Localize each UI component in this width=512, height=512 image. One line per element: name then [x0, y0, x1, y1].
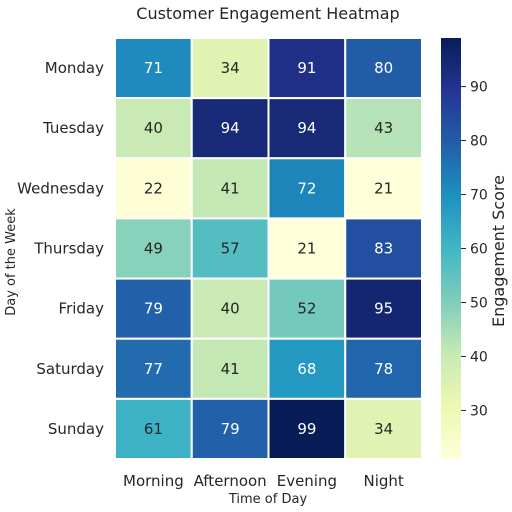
colorbar-tick-label: 30	[470, 403, 488, 419]
cell-value-label: 41	[221, 179, 240, 197]
heatmap-cell	[267, 337, 347, 400]
y-tick-label: Friday	[59, 300, 105, 318]
cell-value-label: 91	[297, 59, 316, 77]
heatmap-cells	[114, 37, 423, 461]
chart-title: Customer Engagement Heatmap	[136, 4, 399, 23]
cell-value-label: 43	[374, 119, 393, 137]
y-tick-labels: Monday Tuesday Wednesday Thursday Friday Satu…	[17, 59, 104, 438]
cell-value-label: 68	[297, 360, 316, 378]
cell-value-label: 99	[297, 420, 316, 438]
heatmap-cell	[344, 37, 423, 100]
cell-value-label: 83	[374, 240, 393, 258]
cell-value-label: 80	[374, 59, 393, 77]
cell-value-label: 79	[144, 300, 163, 318]
cell-value-label: 52	[297, 300, 316, 318]
y-tick-label: Saturday	[36, 360, 104, 378]
colorbar-tick-label: 60	[470, 242, 488, 258]
y-tick-label: Tuesday	[42, 119, 104, 137]
cell-value-label: 34	[221, 59, 240, 77]
cell-value-label: 77	[144, 360, 163, 378]
colorbar-ticks: 30 40 50 60 70 80 90	[461, 80, 488, 419]
cell-value-label: 21	[374, 179, 393, 197]
cell-value-label: 22	[144, 179, 163, 197]
heatmap-cell	[267, 397, 347, 461]
heatmap-cell	[114, 277, 193, 340]
heatmap-cell	[344, 277, 423, 340]
y-axis-label: Day of the Week	[4, 208, 19, 316]
heatmap-cell	[344, 97, 423, 160]
colorbar-tick-label: 70	[470, 188, 488, 204]
cell-value-label: 40	[221, 300, 240, 318]
cell-value-label: 79	[221, 420, 240, 438]
cell-value-label: 95	[374, 300, 393, 318]
x-tick-label: Afternoon	[194, 472, 267, 490]
x-tick-label: Evening	[277, 472, 337, 490]
colorbar	[441, 38, 461, 459]
cell-value-label: 41	[221, 360, 240, 378]
y-tick-label: Thursday	[33, 240, 104, 258]
cell-value-label: 78	[374, 360, 393, 378]
cell-value-label: 94	[297, 119, 316, 137]
y-tick-label: Wednesday	[17, 179, 104, 197]
x-tick-labels: Morning Afternoon Evening Night	[123, 472, 404, 490]
cell-value-label: 40	[144, 119, 163, 137]
heatmap-cell	[114, 397, 193, 461]
cell-value-label: 72	[297, 179, 316, 197]
y-tick-label: Sunday	[48, 420, 104, 438]
heatmap-cell	[344, 337, 423, 400]
heatmap-cell	[344, 397, 423, 461]
colorbar-tick-label: 90	[470, 80, 488, 96]
colorbar-tick-label: 40	[470, 349, 488, 365]
cell-value-label: 71	[144, 59, 163, 77]
heatmap-cell	[190, 277, 270, 340]
heatmap-cell	[114, 337, 193, 400]
cell-value-label: 21	[297, 240, 316, 258]
heatmap-cell-labels: 71 34 91 80 40 94 94 43 22 41 72 21 49 57 21 83 79 40 52 95…	[144, 59, 393, 438]
x-axis-label: Time of Day	[228, 492, 308, 507]
cell-value-label: 49	[144, 240, 163, 258]
heatmap-cell	[114, 37, 193, 100]
colorbar-tick-label: 80	[470, 134, 488, 150]
y-tick-label: Monday	[45, 59, 104, 77]
cell-value-label: 57	[221, 240, 240, 258]
cell-value-label: 34	[374, 420, 393, 438]
heatmap-cell	[190, 97, 270, 160]
cell-value-label: 61	[144, 420, 163, 438]
heatmap-cell	[344, 217, 423, 280]
heatmap-cell	[190, 157, 270, 220]
heatmap-cell	[344, 157, 423, 220]
heatmap-cell	[190, 37, 270, 100]
colorbar-tick-label: 50	[470, 295, 488, 311]
x-tick-label: Morning	[123, 472, 184, 490]
cell-value-label: 94	[221, 119, 240, 137]
heatmap-cell	[190, 337, 270, 400]
heatmap-cell	[267, 277, 347, 340]
colorbar-label: Engagement Score	[489, 175, 508, 327]
heatmap-cell	[190, 217, 270, 280]
x-tick-label: Night	[363, 472, 403, 490]
